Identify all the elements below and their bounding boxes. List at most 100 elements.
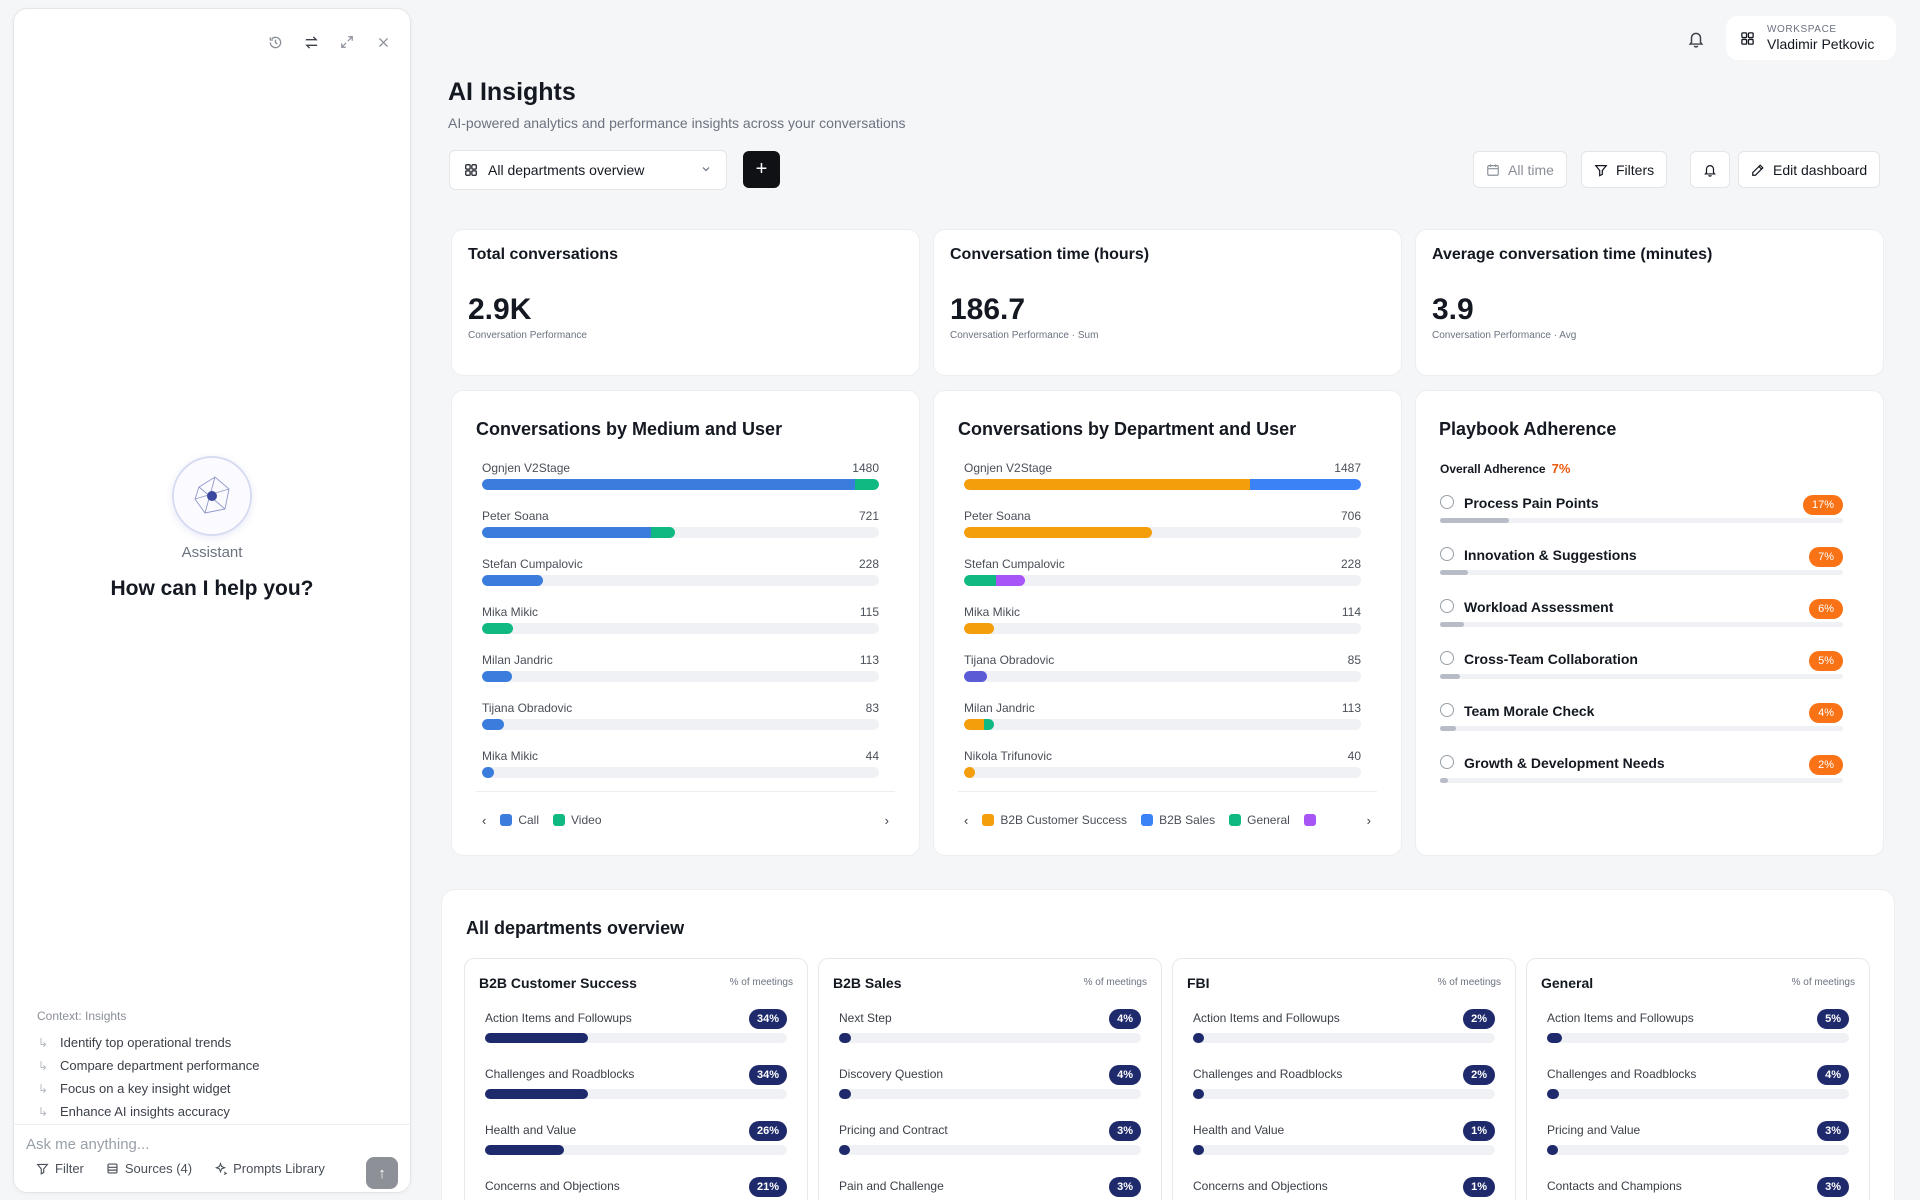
metric-fill bbox=[839, 1089, 852, 1099]
legend-label: Video bbox=[571, 813, 602, 827]
prompts-library-button[interactable]: Prompts Library bbox=[214, 1161, 325, 1176]
bar-track bbox=[482, 623, 879, 634]
metric-label: Pain and Challenge bbox=[839, 1179, 944, 1193]
suggestion-label: Focus on a key insight widget bbox=[60, 1081, 231, 1096]
radio-button[interactable] bbox=[1440, 547, 1454, 561]
filters-button[interactable]: Filters bbox=[1581, 151, 1668, 188]
bar-label: Nikola Trifunovic bbox=[964, 749, 1053, 763]
swap-icon[interactable] bbox=[300, 31, 322, 53]
playbook-item[interactable]: Process Pain Points 17% bbox=[1440, 495, 1843, 535]
department-metric: Challenges and Roadblocks 34% bbox=[485, 1065, 787, 1115]
metric-track bbox=[1547, 1033, 1849, 1043]
radio-button[interactable] bbox=[1440, 651, 1454, 665]
prompts-library-label: Prompts Library bbox=[233, 1161, 325, 1176]
playbook-item[interactable]: Innovation & Suggestions 7% bbox=[1440, 547, 1843, 587]
progress-track bbox=[1440, 622, 1843, 627]
playbook-item[interactable]: Growth & Development Needs 2% bbox=[1440, 755, 1843, 795]
chevron-left-icon[interactable]: ‹ bbox=[964, 812, 969, 828]
metric-track bbox=[1193, 1145, 1495, 1155]
department-card: FBI % of meetings Action Items and Followu… bbox=[1172, 958, 1516, 1200]
bar-segment bbox=[482, 719, 505, 730]
progress-track bbox=[1440, 778, 1843, 783]
metric-label: Concerns and Objections bbox=[1193, 1179, 1328, 1193]
sources-button[interactable]: Sources (4) bbox=[106, 1161, 192, 1176]
metric-track bbox=[1547, 1145, 1849, 1155]
department-metric: Concerns and Objections 21% bbox=[485, 1177, 787, 1200]
kpi-card-conversation-time: Conversation time (hours) 186.7 Conversa… bbox=[933, 229, 1402, 376]
department-metric: Challenges and Roadblocks 2% bbox=[1193, 1065, 1495, 1115]
kpi-card-total-conversations: Total conversations 2.9K Conversation Pe… bbox=[451, 229, 920, 376]
overall-adherence-label: Overall Adherence bbox=[1440, 462, 1546, 476]
metric-label: Challenges and Roadblocks bbox=[1193, 1067, 1343, 1081]
progress-fill bbox=[1440, 518, 1509, 523]
department-metric: Action Items and Followups 5% bbox=[1547, 1009, 1849, 1059]
bar-row: Stefan Cumpalovic 228 bbox=[482, 557, 879, 597]
history-icon[interactable] bbox=[264, 31, 286, 53]
progress-track bbox=[1440, 570, 1843, 575]
bar-segment bbox=[964, 575, 996, 586]
playbook-item[interactable]: Team Morale Check 4% bbox=[1440, 703, 1843, 743]
bar-value: 85 bbox=[1347, 653, 1361, 667]
chevron-right-icon[interactable]: › bbox=[1366, 812, 1371, 828]
kpi-subtitle: Conversation Performance · Sum bbox=[950, 330, 1099, 341]
bar-label: Ognjen V2Stage bbox=[964, 461, 1053, 475]
metric-pill: 3% bbox=[1109, 1121, 1141, 1141]
kpi-title: Conversation time (hours) bbox=[950, 246, 1150, 263]
suggestion-label: Enhance AI insights accuracy bbox=[60, 1104, 230, 1119]
metric-fill bbox=[1193, 1033, 1204, 1043]
all-time-button[interactable]: All time bbox=[1473, 151, 1567, 188]
suggestion-label: Identify top operational trends bbox=[60, 1035, 232, 1050]
bar-row: Peter Soana 721 bbox=[482, 509, 879, 549]
bell-icon bbox=[1688, 32, 1704, 48]
filter-button[interactable]: Filter bbox=[36, 1161, 84, 1176]
assistant-chat-input[interactable] bbox=[26, 1133, 396, 1155]
bar-segment bbox=[964, 767, 975, 778]
notifications-button[interactable] bbox=[1683, 26, 1709, 52]
pencil-icon bbox=[1752, 163, 1764, 176]
expand-icon[interactable] bbox=[336, 31, 358, 53]
kpi-value: 3.9 bbox=[1432, 293, 1474, 326]
suggestion-item[interactable]: ↳ Compare department performance bbox=[38, 1054, 259, 1077]
radio-button[interactable] bbox=[1440, 599, 1454, 613]
kpi-card-average-time: Average conversation time (minutes) 3.9 … bbox=[1415, 229, 1884, 376]
suggestion-item[interactable]: ↳ Enhance AI insights accuracy bbox=[38, 1100, 259, 1123]
workspace-switcher[interactable]: WORKSPACE Vladimir Petkovic bbox=[1726, 16, 1896, 60]
kpi-title: Average conversation time (minutes) bbox=[1432, 246, 1713, 263]
close-icon[interactable] bbox=[372, 31, 394, 53]
legend-label: Call bbox=[518, 813, 540, 827]
progress-fill bbox=[1440, 570, 1469, 575]
chevron-right-icon[interactable]: › bbox=[884, 812, 889, 828]
radio-button[interactable] bbox=[1440, 703, 1454, 717]
radio-button[interactable] bbox=[1440, 755, 1454, 769]
edit-dashboard-button[interactable]: Edit dashboard bbox=[1738, 151, 1881, 188]
bar-value: 228 bbox=[1340, 557, 1361, 571]
bar-value: 706 bbox=[1340, 509, 1361, 523]
bar-segment bbox=[964, 671, 987, 682]
playbook-item-badge: 4% bbox=[1809, 703, 1843, 723]
suggestion-label: Compare department performance bbox=[60, 1058, 260, 1073]
page-subtitle: AI-powered analytics and performance ins… bbox=[448, 115, 906, 131]
metric-fill bbox=[1193, 1089, 1204, 1099]
department-select[interactable]: All departments overview bbox=[449, 150, 727, 190]
bar-row: Mika Mikic 44 bbox=[482, 749, 879, 789]
progress-fill bbox=[1440, 726, 1457, 731]
playbook-item[interactable]: Cross-Team Collaboration 5% bbox=[1440, 651, 1843, 691]
metric-label: Discovery Question bbox=[839, 1067, 944, 1081]
suggestion-item[interactable]: ↳ Focus on a key insight widget bbox=[38, 1077, 259, 1100]
alerts-button[interactable] bbox=[1690, 151, 1730, 188]
department-meta-label: % of meetings bbox=[1791, 977, 1855, 988]
suggestion-item[interactable]: ↳ Identify top operational trends bbox=[38, 1031, 259, 1054]
radio-button[interactable] bbox=[1440, 495, 1454, 509]
sources-label: Sources (4) bbox=[124, 1161, 193, 1176]
send-button[interactable]: ↑ bbox=[366, 1157, 398, 1189]
bar-segment bbox=[482, 479, 855, 490]
add-dashboard-button[interactable]: + bbox=[743, 151, 780, 188]
legend-label: B2B Sales bbox=[1159, 813, 1216, 827]
playbook-adherence-card: Playbook Adherence Overall Adherence 7% P… bbox=[1415, 390, 1884, 856]
department-card: General % of meetings Action Items and Fol… bbox=[1526, 958, 1870, 1200]
bar-row: Peter Soana 706 bbox=[964, 509, 1361, 549]
chevron-left-icon[interactable]: ‹ bbox=[482, 812, 487, 828]
bar-row: Milan Jandric 113 bbox=[964, 701, 1361, 741]
playbook-item[interactable]: Workload Assessment 6% bbox=[1440, 599, 1843, 639]
overview-title: All departments overview bbox=[466, 918, 685, 938]
